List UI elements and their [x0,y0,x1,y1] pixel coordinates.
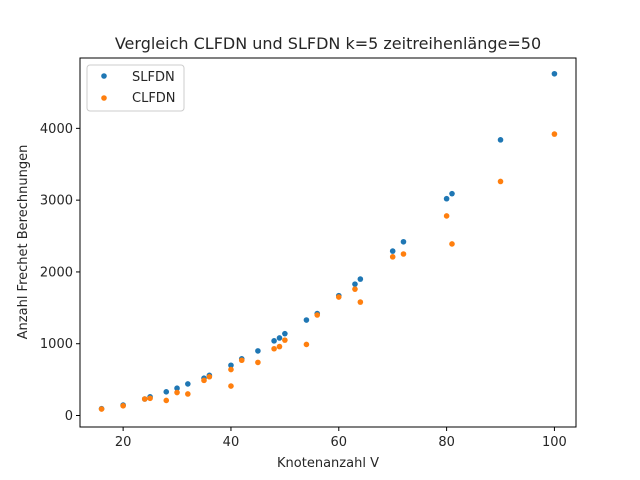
x-tick-label: 80 [438,435,455,450]
legend-marker-slfdn [101,73,107,79]
data-point-slfdn-20 [389,248,396,254]
data-point-clfdn-8 [206,373,213,380]
data-point-slfdn-22 [443,195,450,202]
data-point-clfdn-17 [314,312,321,318]
y-tick-label: 3000 [40,194,73,209]
data-point-clfdn-22 [400,251,407,257]
data-point-clfdn-2 [141,396,148,402]
data-point-clfdn-3 [147,395,153,402]
data-point-clfdn-15 [282,337,288,343]
data-point-clfdn-6 [185,391,191,397]
data-point-clfdn-20 [357,299,364,305]
data-point-clfdn-19 [352,286,358,292]
data-point-clfdn-14 [276,343,283,350]
data-point-clfdn-12 [255,359,261,366]
x-tick-label: 40 [223,435,240,450]
legend-label-slfdn: SLFDN [132,70,175,85]
data-point-clfdn-4 [163,397,170,404]
y-tick-label: 4000 [40,122,73,137]
data-point-slfdn-15 [303,317,310,323]
y-axis-label: Anzahl Frechet Berechnungen [16,145,31,340]
data-point-slfdn-23 [449,190,455,197]
data-point-clfdn-26 [551,131,558,137]
data-point-clfdn-9 [228,366,234,373]
data-point-slfdn-4 [163,389,170,395]
data-point-clfdn-16 [303,341,310,348]
data-point-clfdn-11 [238,357,245,364]
plot-points [98,70,558,412]
data-point-clfdn-13 [271,345,277,352]
data-point-slfdn-18 [352,281,358,287]
data-point-slfdn-13 [276,335,283,341]
y-tick-label: 1000 [40,337,73,352]
data-point-clfdn-18 [335,294,342,300]
chart-title: Vergleich CLFDN und SLFDN k=5 zeitreihen… [115,34,541,53]
legend-box [86,64,185,112]
legend-label-clfdn: CLFDN [132,91,176,106]
data-point-clfdn-25 [497,178,504,185]
y-axis-ticks: 0 1000 2000 3000 4000 [40,122,80,424]
data-point-slfdn-6 [185,381,191,387]
data-point-slfdn-12 [271,338,277,344]
data-point-clfdn-23 [443,213,450,219]
legend: SLFDN CLFDN [86,64,185,112]
x-axis-ticks: 20 40 60 80 100 [115,427,567,450]
data-point-clfdn-24 [449,241,455,247]
data-point-clfdn-7 [201,377,207,384]
data-point-clfdn-0 [98,406,105,412]
x-tick-label: 100 [542,435,567,450]
y-tick-label: 0 [65,409,73,424]
data-point-clfdn-5 [174,389,180,396]
x-tick-label: 20 [115,435,132,450]
legend-marker-clfdn [101,95,107,101]
data-point-slfdn-25 [551,70,558,77]
x-axis-label: Knotenanzahl V [277,456,379,471]
x-tick-label: 60 [331,435,348,450]
data-point-slfdn-5 [174,385,180,392]
data-point-clfdn-10 [228,383,234,389]
data-point-slfdn-19 [357,276,364,282]
data-point-clfdn-1 [120,403,126,409]
y-tick-label: 2000 [40,265,73,280]
data-point-slfdn-11 [255,348,261,354]
plot-frame [79,57,577,428]
data-point-slfdn-21 [400,238,407,245]
data-point-slfdn-14 [282,330,288,337]
data-point-clfdn-21 [389,254,396,260]
data-point-slfdn-9 [228,362,234,369]
data-point-slfdn-24 [497,137,504,143]
